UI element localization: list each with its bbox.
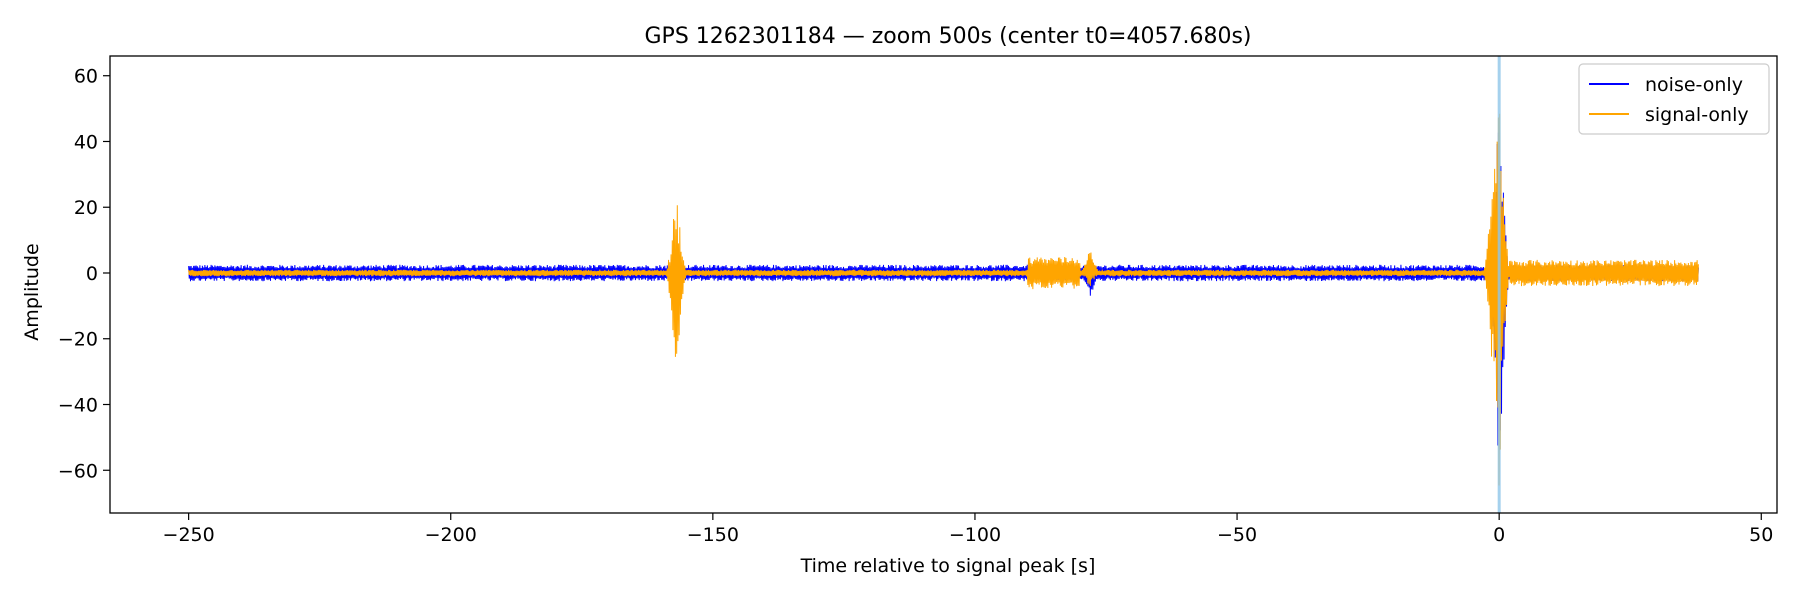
y-tick-label: 20 — [74, 197, 98, 219]
x-tick-label: −250 — [163, 524, 215, 546]
chart-title: GPS 1262301184 — zoom 500s (center t0=40… — [645, 24, 1252, 49]
axes-frame — [109, 55, 1778, 514]
legend-label-signal-only: signal-only — [1645, 104, 1749, 126]
x-tick-label: −150 — [687, 524, 739, 546]
legend: noise-only signal-only — [1578, 63, 1770, 135]
y-tick-label: 0 — [86, 263, 98, 285]
y-tick-label: 40 — [74, 131, 98, 153]
x-tick-label: 0 — [1493, 524, 1505, 546]
x-tick-label: −50 — [1217, 524, 1257, 546]
y-tick-label: −20 — [58, 329, 98, 351]
x-tick-label: 50 — [1749, 524, 1773, 546]
y-tick-label: −60 — [58, 460, 98, 482]
series-noise-only — [188, 132, 1699, 454]
y-tick-label: 60 — [74, 66, 98, 88]
y-axis-label: Amplitude — [21, 243, 43, 340]
x-tick-label: −200 — [425, 524, 477, 546]
legend-label-noise-only: noise-only — [1645, 74, 1743, 96]
y-tick-label: −40 — [58, 395, 98, 417]
x-tick-label: −100 — [949, 524, 1001, 546]
series-signal-only — [188, 113, 1699, 486]
legend-frame — [1578, 63, 1770, 135]
x-axis-label: Time relative to signal peak [s] — [800, 555, 1096, 577]
